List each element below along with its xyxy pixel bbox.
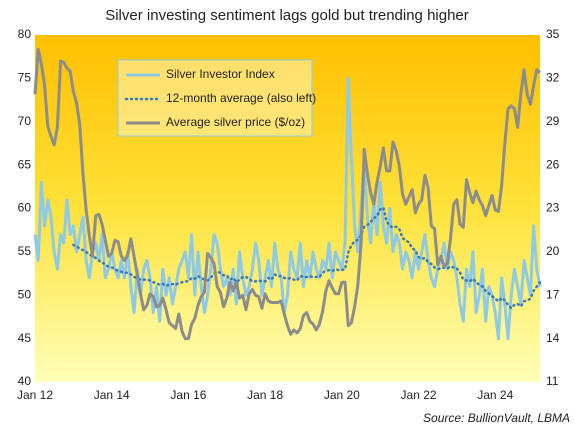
x-tick-label: Jan 18 bbox=[247, 388, 283, 402]
y2-tick-label: 23 bbox=[546, 201, 560, 215]
y-tick-label: 65 bbox=[18, 157, 32, 171]
y2-tick-label: 26 bbox=[546, 157, 560, 171]
y2-tick-label: 11 bbox=[546, 374, 559, 388]
legend-label: Silver Investor Index bbox=[166, 67, 275, 81]
series-line bbox=[33, 47, 542, 341]
y2-tick-label: 35 bbox=[546, 27, 560, 41]
y2-tick-label: 14 bbox=[546, 331, 560, 345]
y-tick-label: 55 bbox=[18, 244, 32, 258]
y-tick-label: 75 bbox=[18, 71, 32, 85]
y2-tick-label: 17 bbox=[546, 287, 560, 301]
y-tick-label: 60 bbox=[18, 201, 32, 215]
y2-tick-label: 20 bbox=[546, 244, 560, 258]
x-tick-label: Jan 24 bbox=[477, 388, 513, 402]
legend-label: 12-month average (also left) bbox=[166, 91, 316, 105]
y2-tick-label: 32 bbox=[546, 71, 560, 85]
source: Source: BullionVault, LBMA bbox=[423, 411, 570, 425]
x-tick-label: Jan 22 bbox=[401, 388, 437, 402]
lines bbox=[33, 47, 542, 341]
y-tick-label: 80 bbox=[18, 27, 32, 41]
y-tick-label: 50 bbox=[18, 287, 32, 301]
x-tick-label: Jan 16 bbox=[170, 388, 206, 402]
y2-tick-label: 29 bbox=[546, 114, 560, 128]
y-tick-label: 40 bbox=[18, 374, 32, 388]
y-tick-label: 45 bbox=[18, 331, 32, 345]
legend-label: Average silver price ($/oz) bbox=[166, 115, 305, 129]
x-tick-label: Jan 20 bbox=[324, 388, 360, 402]
y-tick-label: 70 bbox=[18, 114, 32, 128]
x-tick-label: Jan 12 bbox=[17, 388, 53, 402]
chart-title: Silver investing sentiment lags gold but… bbox=[105, 7, 469, 24]
series-line bbox=[33, 76, 542, 341]
x-tick-label: Jan 14 bbox=[94, 388, 130, 402]
legend: Silver Investor Index 12-month average (a… bbox=[117, 59, 316, 137]
series-line bbox=[72, 206, 542, 310]
